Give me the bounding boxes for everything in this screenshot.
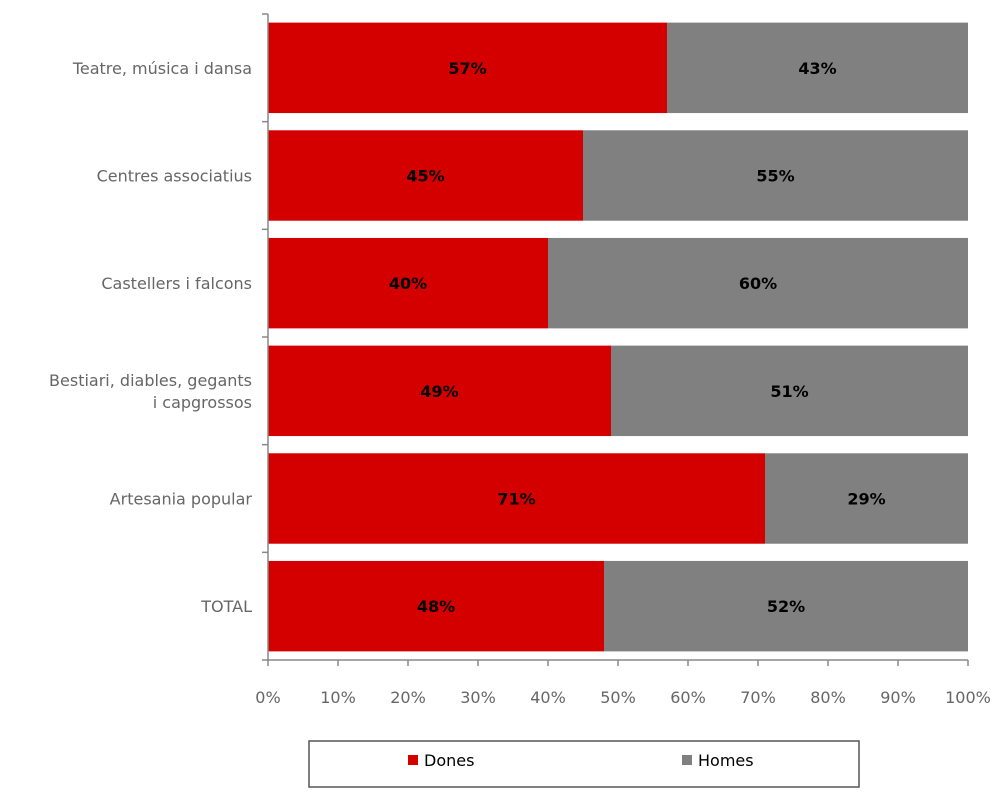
bar-dones-2: [268, 237, 548, 329]
axes-layer: [262, 13, 969, 666]
data-label-homes-5: 52%: [767, 597, 805, 616]
data-label-homes-2: 60%: [739, 274, 777, 293]
bar-dones-5: [268, 560, 604, 652]
x-tick-label-2: 20%: [390, 688, 426, 707]
bar-homes-3: [611, 345, 968, 437]
data-label-dones-2: 40%: [389, 274, 427, 293]
data-label-dones-1: 45%: [406, 167, 444, 186]
data-label-homes-3: 51%: [770, 382, 808, 401]
legend-swatch-homes: [682, 755, 692, 765]
category-label-4: Artesania popular: [110, 490, 253, 509]
bar-dones-0: [268, 22, 667, 114]
bar-dones-4: [268, 453, 765, 544]
bar-homes-4: [765, 453, 968, 544]
x-tick-label-7: 70%: [740, 688, 776, 707]
data-label-homes-4: 29%: [847, 490, 885, 509]
data-label-homes-0: 43%: [798, 59, 836, 78]
bar-dones-3: [268, 345, 611, 437]
x-tick-label-9: 90%: [880, 688, 916, 707]
x-tick-label-3: 30%: [460, 688, 496, 707]
bar-homes-0: [667, 22, 968, 114]
category-labels-layer: Teatre, música i dansa Centres associatiu…: [49, 59, 252, 616]
x-tick-label-1: 10%: [320, 688, 356, 707]
x-tick-label-8: 80%: [810, 688, 846, 707]
bar-homes-2: [548, 237, 968, 329]
x-tick-labels-layer: 0% 10% 20% 30% 40% 50% 60% 70% 80% 90% 100%: [255, 688, 991, 707]
x-tick-label-0: 0%: [255, 688, 280, 707]
category-label-5: TOTAL: [200, 597, 252, 616]
category-label-3-line-0: Bestiari, diables, gegants: [49, 371, 252, 390]
data-label-dones-3: 49%: [420, 382, 458, 401]
x-tick-label-10: 100%: [945, 688, 991, 707]
legend-box: [308, 740, 860, 788]
data-label-homes-1: 55%: [756, 167, 794, 186]
category-label-3-line-1: i capgrossos: [153, 393, 252, 412]
x-tick-label-4: 40%: [530, 688, 566, 707]
legend-label-dones: Dones: [424, 751, 474, 770]
legend-label-homes: Homes: [698, 751, 754, 770]
category-label-2: Castellers i falcons: [101, 274, 252, 293]
legend-swatch-dones: [408, 755, 418, 765]
bar-dones-1: [268, 130, 583, 221]
data-labels-layer: 57% 43% 45% 55% 40% 60% 49% 51% 71% 29% 48% 52%: [389, 59, 886, 616]
bar-homes-5: [604, 560, 968, 652]
x-tick-label-5: 50%: [600, 688, 636, 707]
bars-layer: [268, 22, 968, 652]
x-tick-label-6: 60%: [670, 688, 706, 707]
bar-homes-1: [583, 130, 968, 221]
legend: Dones Homes: [308, 740, 860, 788]
data-label-dones-5: 48%: [417, 597, 455, 616]
data-label-dones-0: 57%: [448, 59, 486, 78]
data-label-dones-4: 71%: [497, 490, 535, 509]
category-label-1: Centres associatius: [97, 167, 252, 186]
category-label-0: Teatre, música i dansa: [72, 59, 252, 78]
